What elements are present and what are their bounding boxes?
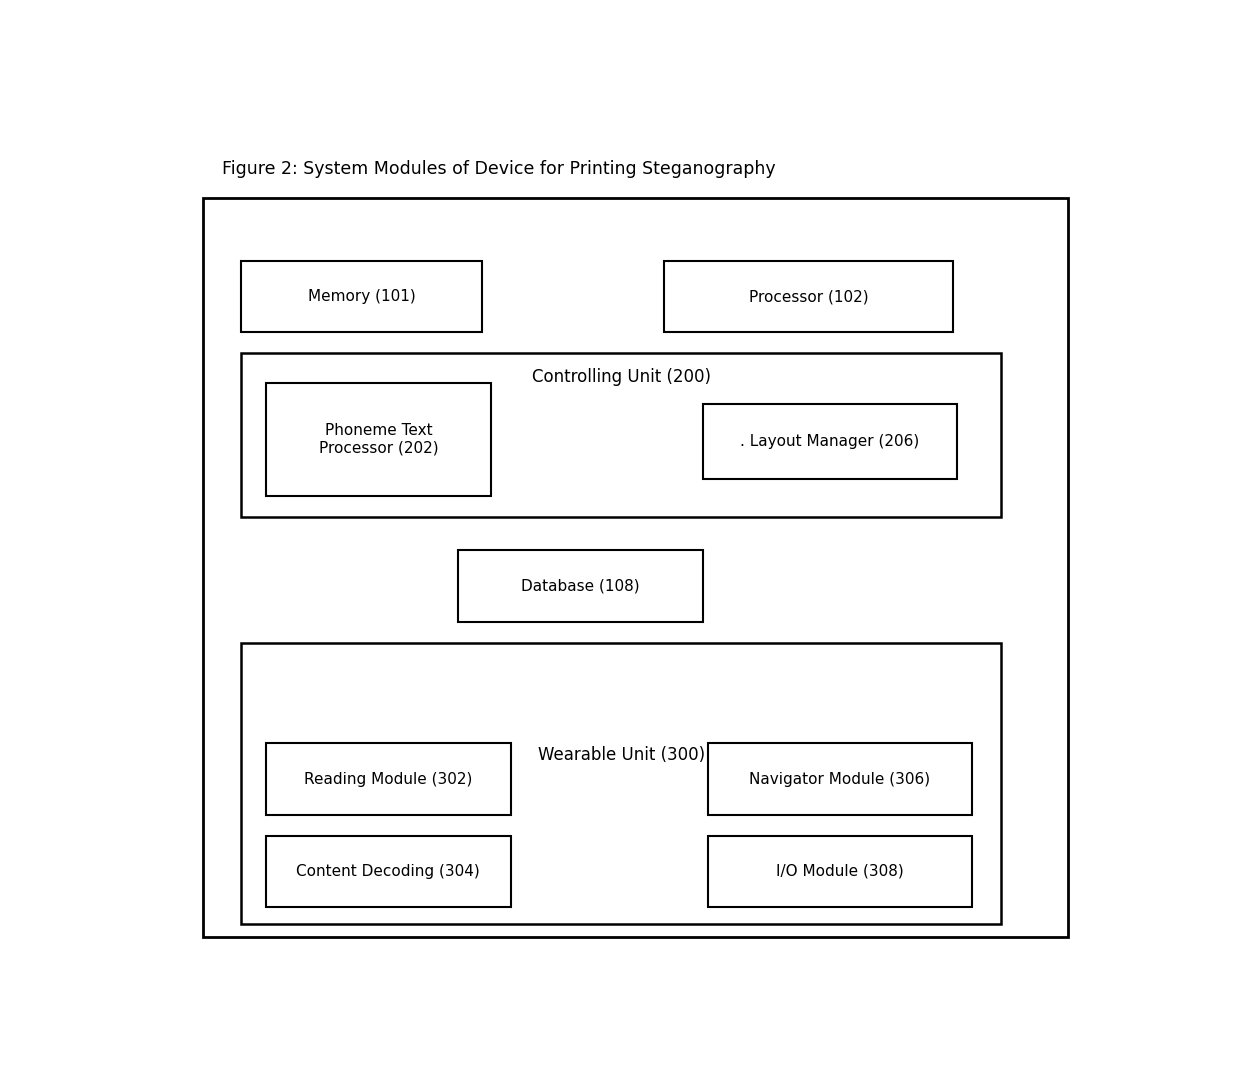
FancyBboxPatch shape <box>708 836 972 907</box>
Text: Database (108): Database (108) <box>521 579 640 594</box>
Text: I/O Module (308): I/O Module (308) <box>776 864 904 879</box>
FancyBboxPatch shape <box>703 403 957 480</box>
Text: . Layout Manager (206): . Layout Manager (206) <box>740 434 920 449</box>
Text: Figure 2: System Modules of Device for Printing Steganography: Figure 2: System Modules of Device for P… <box>222 160 776 178</box>
FancyBboxPatch shape <box>242 643 1001 924</box>
FancyBboxPatch shape <box>265 383 491 496</box>
Text: Controlling Unit (200): Controlling Unit (200) <box>532 368 711 386</box>
FancyBboxPatch shape <box>242 353 1001 517</box>
Text: Content Decoding (304): Content Decoding (304) <box>296 864 480 879</box>
FancyBboxPatch shape <box>265 743 511 815</box>
FancyBboxPatch shape <box>265 836 511 907</box>
FancyBboxPatch shape <box>242 261 481 332</box>
Text: Reading Module (302): Reading Module (302) <box>304 772 472 787</box>
FancyBboxPatch shape <box>708 743 972 815</box>
Text: Wearable Unit (300): Wearable Unit (300) <box>537 746 704 764</box>
Text: Processor (102): Processor (102) <box>749 289 868 304</box>
FancyBboxPatch shape <box>458 550 703 621</box>
Text: Navigator Module (306): Navigator Module (306) <box>749 772 930 787</box>
Text: Phoneme Text
Processor (202): Phoneme Text Processor (202) <box>319 423 438 456</box>
Text: Memory (101): Memory (101) <box>308 289 415 304</box>
FancyBboxPatch shape <box>665 261 952 332</box>
FancyBboxPatch shape <box>203 198 1068 936</box>
